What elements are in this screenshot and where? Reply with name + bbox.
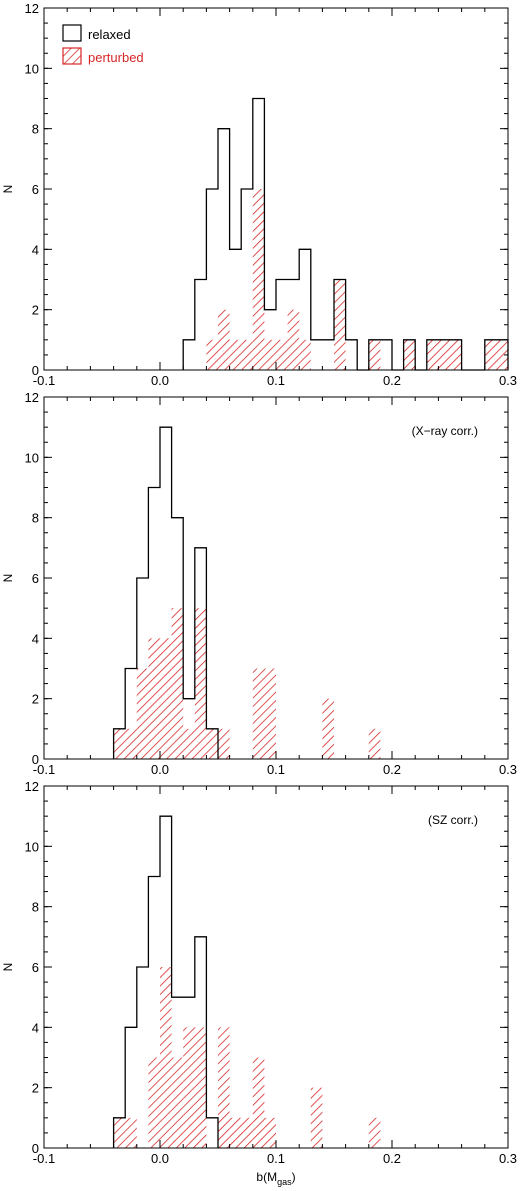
- perturbed-bar: [252, 668, 276, 759]
- y-tick-label: 2: [32, 1081, 39, 1096]
- perturbed-bar: [264, 339, 276, 370]
- legend: relaxed perturbed: [62, 24, 144, 65]
- x-tick-label: 0.2: [383, 373, 401, 388]
- panel-annotation: (SZ corr.): [428, 813, 478, 827]
- x-axis-label: b(Mgas): [256, 1170, 295, 1187]
- perturbed-bar: [218, 1027, 230, 1148]
- plot-frame: [43, 785, 509, 1149]
- x-tick-label: 0.2: [383, 1151, 401, 1166]
- y-tick-label: 4: [32, 1020, 39, 1035]
- x-tick-label: 0.3: [499, 762, 517, 777]
- perturbed-bar: [160, 638, 172, 759]
- relaxed-step-line: [112, 815, 219, 1148]
- perturbed-bar: [252, 189, 265, 370]
- perturbed-bar: [287, 309, 300, 370]
- y-tick-label: 10: [25, 450, 39, 465]
- perturbed-bar: [125, 728, 137, 759]
- y-tick-label: 12: [25, 390, 39, 405]
- y-tick-label: 6: [32, 571, 39, 586]
- y-tick-label: 0: [32, 363, 39, 378]
- y-tick-label: 8: [32, 122, 39, 137]
- y-tick-label: 10: [25, 61, 39, 76]
- y-tick-label: 4: [32, 242, 39, 257]
- legend-label-perturbed: perturbed: [88, 50, 144, 65]
- perturbed-bar: [299, 339, 311, 370]
- perturbed-bar: [160, 967, 172, 1148]
- perturbed-bar: [229, 1117, 253, 1148]
- x-tick-label: 0.1: [267, 1151, 285, 1166]
- y-tick-label: 6: [32, 182, 39, 197]
- x-tick-label: -0.1: [33, 373, 55, 388]
- perturbed-bar: [368, 339, 381, 370]
- x-tick-label: 0.0: [151, 373, 169, 388]
- y-tick-label: 10: [25, 839, 39, 854]
- panel-2: -0.1 0.0 0.1 0.2 0.3 0 2 4 6 8 10 12 N (X−ray corr.): [1, 390, 517, 777]
- x-tick-label: 0.3: [499, 1151, 517, 1166]
- perturbed-bar: [322, 698, 334, 759]
- y-tick-label: 0: [32, 1141, 39, 1156]
- perturbed-bar: [276, 339, 288, 370]
- perturbed-bar: [218, 728, 230, 759]
- perturbed-bar: [252, 1057, 265, 1148]
- perturbed-bar: [148, 1057, 160, 1148]
- x-tick-label: 0.3: [499, 373, 517, 388]
- y-tick-label: 8: [32, 511, 39, 526]
- x-tick-label: -0.1: [33, 762, 55, 777]
- y-tick-label: 12: [25, 1, 39, 16]
- x-tick-label: 0.2: [383, 762, 401, 777]
- x-tick-label: -0.1: [33, 1151, 55, 1166]
- perturbed-bar: [148, 638, 160, 759]
- perturbed-bar: [241, 339, 253, 370]
- y-tick-label: 6: [32, 960, 39, 975]
- y-tick-label: 12: [25, 779, 39, 794]
- relaxed-step-line: [182, 97, 509, 371]
- perturbed-bar: [403, 339, 416, 370]
- perturbed-bar: [136, 668, 149, 759]
- x-tick-label: 0.0: [151, 1151, 169, 1166]
- relaxed-step-line: [112, 426, 219, 759]
- perturbed-bar: [171, 1057, 184, 1148]
- perturbed-bar: [183, 1027, 207, 1148]
- y-tick-label: 4: [32, 631, 39, 646]
- perturbed-bar: [194, 608, 207, 759]
- panel-3: -0.1 0.0 0.1 0.2 0.3 0 2 4 6 8 10 12 N (SZ corr.) b(Mg…: [1, 779, 517, 1187]
- legend-label-relaxed: relaxed: [88, 27, 131, 42]
- perturbed-bar: [206, 339, 218, 370]
- perturbed-bar: [113, 728, 126, 759]
- perturbed-bar: [206, 728, 218, 759]
- perturbed-bar: [125, 1117, 137, 1148]
- perturbed-bar: [310, 1087, 323, 1148]
- y-axis-label: N: [1, 963, 15, 972]
- perturbed-bar: [229, 339, 242, 370]
- y-tick-label: 8: [32, 900, 39, 915]
- perturbed-bar: [264, 1117, 276, 1148]
- x-tick-label: 0.1: [267, 373, 285, 388]
- perturbed-bar: [368, 1117, 381, 1148]
- perturbed-bar: [113, 1117, 126, 1148]
- x-tick-label: 0.1: [267, 762, 285, 777]
- y-tick-label: 2: [32, 303, 39, 318]
- legend-swatch-relaxed: [62, 24, 82, 42]
- perturbed-bar: [218, 309, 230, 370]
- perturbed-bar: [368, 728, 381, 759]
- y-axis-label: N: [1, 185, 15, 194]
- perturbed-bar: [171, 608, 184, 759]
- perturbed-bar: [484, 339, 508, 370]
- legend-swatch-perturbed: [62, 47, 82, 65]
- perturbed-bar: [426, 339, 462, 370]
- panel-annotation: (X−ray corr.): [412, 424, 478, 438]
- y-axis-label: N: [1, 574, 15, 583]
- y-tick-label: 2: [32, 692, 39, 707]
- x-tick-label: 0.0: [151, 762, 169, 777]
- perturbed-bar: [183, 728, 195, 759]
- y-tick-label: 0: [32, 752, 39, 767]
- perturbed-bar: [334, 279, 346, 370]
